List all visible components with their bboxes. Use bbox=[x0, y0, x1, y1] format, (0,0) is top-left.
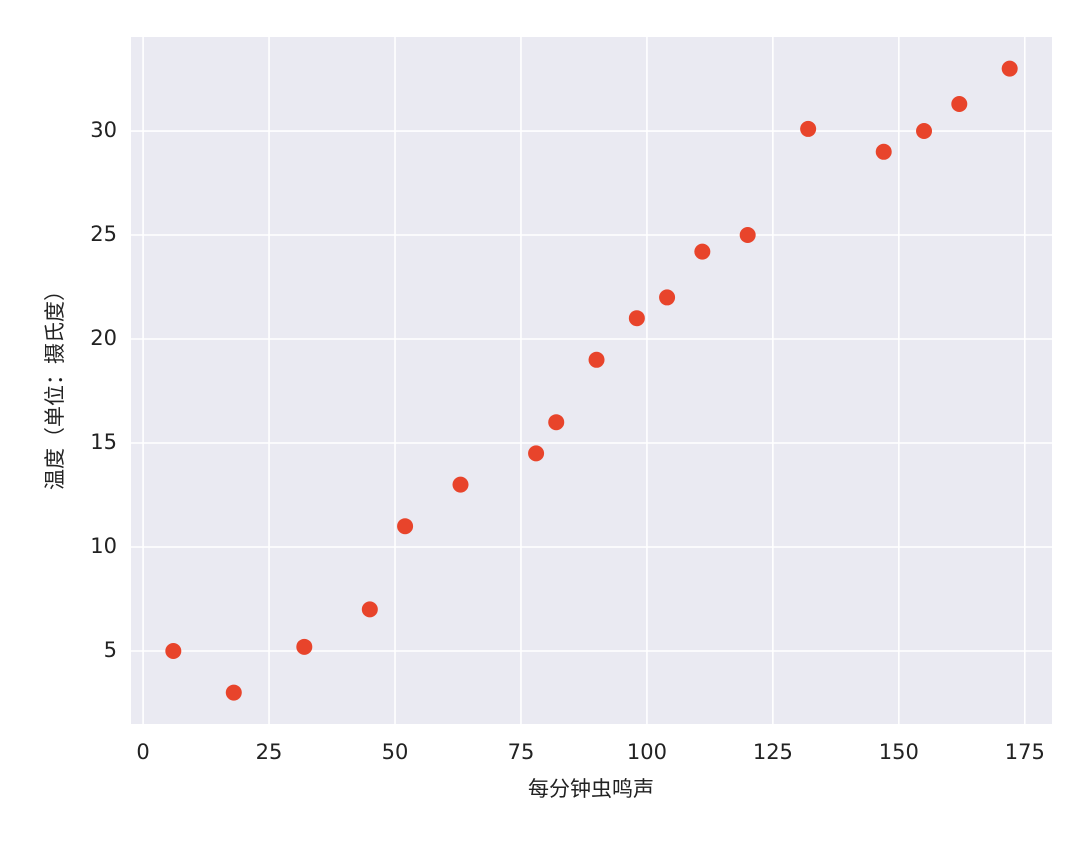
point bbox=[225, 684, 242, 701]
point bbox=[528, 445, 545, 462]
point bbox=[951, 95, 968, 112]
point bbox=[916, 123, 933, 140]
y-tick-label: 5 bbox=[104, 638, 117, 662]
y-tick-label: 20 bbox=[90, 326, 117, 350]
x-tick-label: 125 bbox=[753, 740, 793, 764]
x-tick-label: 175 bbox=[1005, 740, 1045, 764]
point bbox=[659, 289, 676, 306]
x-tick-label: 100 bbox=[627, 740, 667, 764]
x-tick-label: 50 bbox=[382, 740, 409, 764]
point bbox=[361, 601, 378, 618]
point bbox=[452, 476, 469, 493]
point bbox=[628, 310, 645, 327]
y-axis-label: 温度（单位：摄氏度） bbox=[43, 280, 67, 490]
point bbox=[165, 642, 182, 659]
point bbox=[875, 143, 892, 160]
point bbox=[1001, 60, 1018, 77]
y-tick-label: 15 bbox=[90, 430, 117, 454]
x-axis-label: 每分钟虫鸣声 bbox=[528, 777, 654, 801]
x-tick-label: 25 bbox=[256, 740, 283, 764]
y-tick-label: 25 bbox=[90, 222, 117, 246]
point bbox=[694, 243, 711, 260]
point bbox=[588, 351, 605, 368]
x-tick-label: 75 bbox=[508, 740, 535, 764]
x-tick-label: 150 bbox=[879, 740, 919, 764]
point bbox=[739, 227, 756, 244]
point bbox=[397, 518, 414, 535]
y-tick-label: 30 bbox=[90, 118, 117, 142]
y-tick-label: 10 bbox=[90, 534, 117, 558]
point bbox=[800, 120, 817, 137]
point bbox=[548, 414, 565, 431]
point bbox=[296, 638, 313, 655]
x-tick-label: 0 bbox=[136, 740, 149, 764]
